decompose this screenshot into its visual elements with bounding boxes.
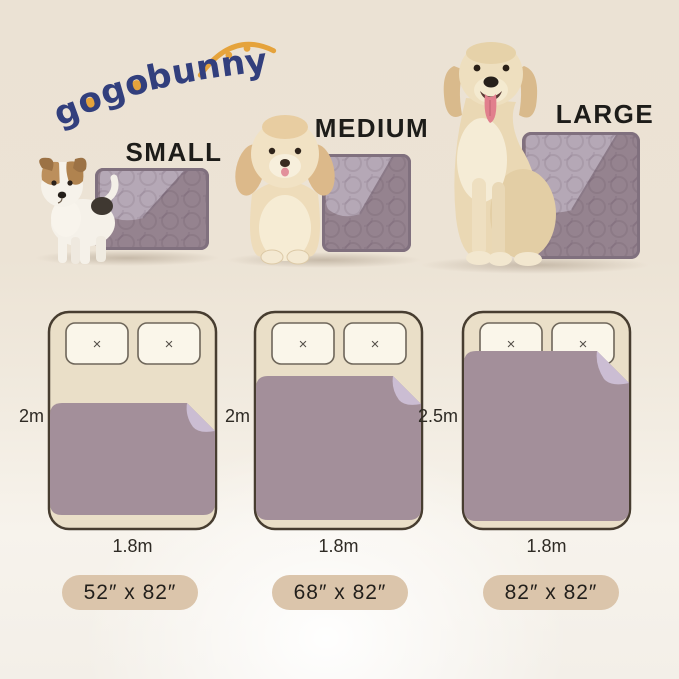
bed-diagram-medium: × ×	[253, 310, 424, 531]
bed-diagram-small: × ×	[47, 310, 218, 531]
pet-pad-photo-small	[95, 168, 209, 250]
pad-overlay	[50, 403, 215, 515]
bed-diagram-large: × ×	[461, 310, 632, 531]
large-dog-image	[443, 42, 556, 266]
size-label-large: LARGE	[555, 99, 655, 129]
pillow-x-mark: ×	[93, 336, 102, 353]
pillow	[65, 322, 129, 365]
pillow-x-mark: ×	[299, 336, 308, 353]
pad-overlay	[256, 376, 421, 520]
pillow	[271, 322, 335, 365]
pillow-x-mark: ×	[371, 336, 380, 353]
pad-fold-corner	[392, 376, 421, 405]
pad-overlay	[464, 351, 629, 521]
pad-size-pill-small: 52″ x 82″	[62, 575, 198, 610]
medium-dog-image	[235, 115, 335, 265]
bed-height-label-small: 2m	[18, 406, 44, 426]
pad-size-pill-medium: 68″ x 82″	[272, 575, 408, 610]
pillow	[137, 322, 201, 365]
bed-height-label-large: 2.5m	[417, 406, 458, 426]
pillow-x-mark: ×	[165, 336, 174, 353]
size-label-small: SMALL	[125, 137, 223, 167]
size-label-medium: MEDIUM	[314, 113, 430, 143]
bed-height-label-medium: 2m	[224, 406, 250, 426]
pet-pad-photo-medium	[322, 154, 411, 252]
pillow-x-mark: ×	[579, 336, 588, 353]
brand-letter: y	[242, 40, 271, 84]
bed-width-label-small: 1.8m	[112, 536, 153, 556]
pillow	[343, 322, 407, 365]
pad-fold-corner	[596, 351, 629, 385]
bed-width-label-medium: 1.8m	[318, 536, 359, 556]
small-dog-image	[39, 157, 119, 264]
pillow-x-mark: ×	[507, 336, 516, 353]
bunny-ears-icon	[197, 41, 277, 78]
pad-fold-corner	[186, 403, 215, 432]
bed-width-label-large: 1.8m	[526, 536, 567, 556]
pad-size-pill-large: 82″ x 82″	[483, 575, 619, 610]
